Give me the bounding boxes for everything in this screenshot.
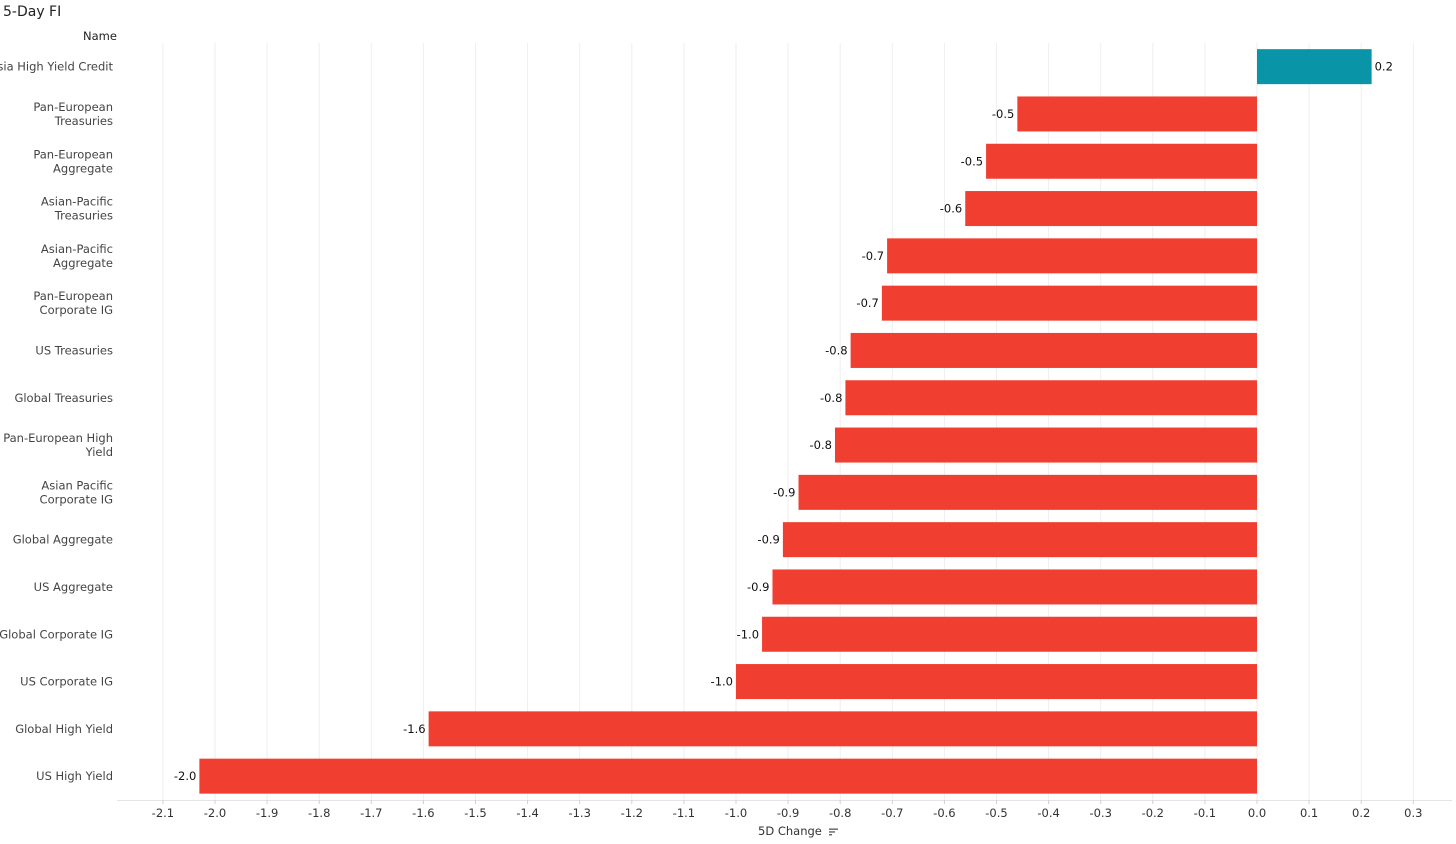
category-label: Pan-European: [33, 147, 113, 161]
x-tick-label: -0.5: [985, 806, 1007, 820]
x-tick-label: -1.0: [725, 806, 747, 820]
x-tick-label: -1.5: [464, 806, 486, 820]
bar[interactable]: [1017, 96, 1257, 132]
category-label: Corporate IG: [40, 303, 113, 317]
category-label: Corporate IG: [40, 492, 113, 506]
x-tick-label: -1.2: [621, 806, 643, 820]
bar[interactable]: [736, 664, 1257, 700]
x-tick-label: 0.0: [1248, 806, 1266, 820]
data-label: -0.9: [757, 533, 779, 547]
data-label: -0.9: [747, 580, 769, 594]
data-label: -1.0: [737, 627, 759, 641]
bar[interactable]: [881, 285, 1257, 321]
bar[interactable]: [782, 522, 1257, 558]
x-axis-title[interactable]: 5D Change: [758, 824, 838, 839]
category-label: Aggregate: [53, 161, 113, 175]
x-tick-label: -0.8: [829, 806, 851, 820]
data-label: -2.0: [174, 769, 196, 783]
bar[interactable]: [762, 616, 1257, 652]
category-label: US Treasuries: [35, 343, 113, 357]
x-tick-label: -1.8: [308, 806, 330, 820]
x-tick-label: -0.6: [933, 806, 955, 820]
data-label: -0.5: [992, 107, 1014, 121]
bar[interactable]: [986, 143, 1257, 179]
bar[interactable]: [834, 427, 1257, 463]
category-label: Treasuries: [54, 209, 113, 223]
category-label: US Corporate IG: [20, 675, 113, 689]
category-label: US Aggregate: [34, 580, 113, 594]
x-tick-label: -1.7: [360, 806, 382, 820]
category-label: Pan-European High: [3, 431, 113, 445]
x-tick-label: -0.9: [777, 806, 799, 820]
data-label: -0.9: [773, 485, 795, 499]
x-tick-label: -0.3: [1089, 806, 1111, 820]
bar[interactable]: [798, 474, 1257, 510]
x-tick-label: -1.6: [412, 806, 434, 820]
x-tick-label: 0.2: [1352, 806, 1370, 820]
x-tick-label: -1.3: [568, 806, 590, 820]
category-label: Asia High Yield Credit: [0, 60, 113, 74]
category-label: Treasuries: [54, 114, 113, 128]
x-tick-label: -2.0: [204, 806, 226, 820]
x-tick-label: -1.1: [673, 806, 695, 820]
x-tick-label: -0.7: [881, 806, 903, 820]
category-label: Asian-Pacific: [41, 242, 113, 256]
bar[interactable]: [845, 380, 1257, 416]
x-tick-label: -1.4: [516, 806, 538, 820]
bar[interactable]: [199, 758, 1257, 794]
bar[interactable]: [887, 238, 1257, 274]
category-label: Asian-Pacific: [41, 195, 113, 209]
x-tick-label: -0.2: [1142, 806, 1164, 820]
category-label: Yield: [85, 445, 113, 459]
bar[interactable]: [428, 711, 1257, 747]
category-label: Pan-European: [33, 289, 113, 303]
category-label: Global Aggregate: [13, 533, 113, 547]
x-tick-label: -0.4: [1037, 806, 1059, 820]
category-label: Global High Yield: [15, 722, 113, 736]
chart-title: 5-Day FI: [3, 4, 62, 20]
x-tick-label: -0.1: [1194, 806, 1216, 820]
x-tick-label: 0.3: [1404, 806, 1422, 820]
data-label: -0.8: [820, 391, 842, 405]
data-label: -0.7: [856, 296, 878, 310]
bar[interactable]: [772, 569, 1257, 605]
data-label: -1.0: [711, 675, 733, 689]
x-tick-label: -2.1: [152, 806, 174, 820]
data-label: -1.6: [403, 722, 425, 736]
x-axis-title-text: 5D Change: [758, 824, 822, 838]
bar[interactable]: [1257, 49, 1372, 85]
category-label: US High Yield: [36, 769, 113, 783]
category-label: Aggregate: [53, 256, 113, 270]
data-label: -0.5: [961, 154, 983, 168]
row-header-name[interactable]: Name: [83, 29, 117, 43]
bar[interactable]: [965, 191, 1257, 227]
category-label: Pan-European: [33, 100, 113, 114]
data-label: -0.7: [862, 249, 884, 263]
sort-descending-icon[interactable]: [828, 825, 838, 839]
category-label: Asian Pacific: [41, 478, 113, 492]
category-label: Global Corporate IG: [0, 627, 113, 641]
data-label: -0.8: [825, 343, 847, 357]
x-tick-label: -1.9: [256, 806, 278, 820]
data-label: -0.8: [810, 438, 832, 452]
data-label: 0.2: [1375, 60, 1393, 74]
x-tick-label: 0.1: [1300, 806, 1318, 820]
category-label: Global Treasuries: [14, 391, 113, 405]
data-label: -0.6: [940, 202, 962, 216]
bar[interactable]: [850, 332, 1257, 368]
